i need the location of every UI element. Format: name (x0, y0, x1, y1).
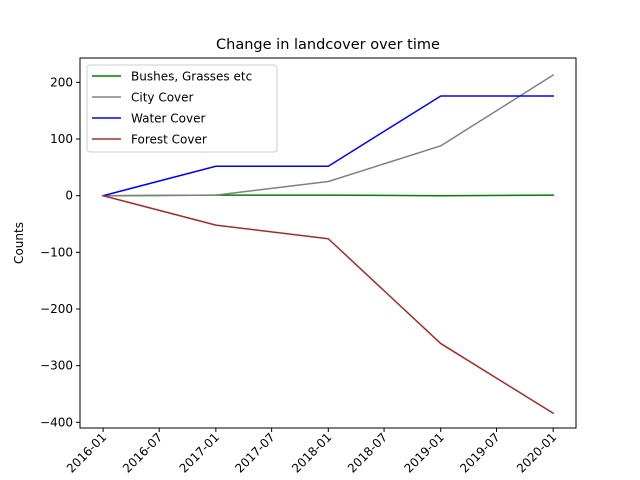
series-line-3 (102, 194, 555, 415)
y-tick-label: −200 (40, 302, 73, 316)
x-tick-label: 2018-01 (289, 430, 334, 475)
x-tick-label: 2019-07 (457, 430, 502, 475)
y-tick-label: −400 (40, 415, 73, 429)
legend-label-0: Bushes, Grasses etc (131, 70, 252, 84)
x-tick-label: 2020-01 (514, 430, 559, 475)
series-line-1 (102, 73, 555, 197)
x-tick-label: 2017-01 (177, 430, 222, 475)
legend-box (86, 64, 278, 153)
chart-title: Change in landcover over time (216, 37, 440, 53)
x-tick-label: 2019-01 (402, 430, 447, 475)
y-tick-label: 200 (50, 75, 73, 89)
y-tick-label: −100 (40, 245, 73, 259)
series-layer (102, 73, 555, 415)
legend-label-1: City Cover (131, 91, 194, 105)
x-tick-label: 2016-07 (120, 430, 165, 475)
series-line-2 (102, 95, 554, 197)
y-axis-label: Counts (12, 222, 26, 264)
legend-label-2: Water Cover (131, 112, 205, 126)
legend: Bushes, Grasses etc City Cover Water Cover… (86, 64, 278, 153)
y-tick-label: 0 (65, 189, 73, 203)
y-tick-label: 100 (50, 132, 73, 146)
y-tick-label: −300 (40, 359, 73, 373)
x-tick-label: 2016-01 (64, 430, 109, 475)
x-tick-label: 2018-07 (345, 430, 390, 475)
x-tick-label: 2017-07 (232, 430, 277, 475)
legend-label-3: Forest Cover (131, 133, 207, 147)
